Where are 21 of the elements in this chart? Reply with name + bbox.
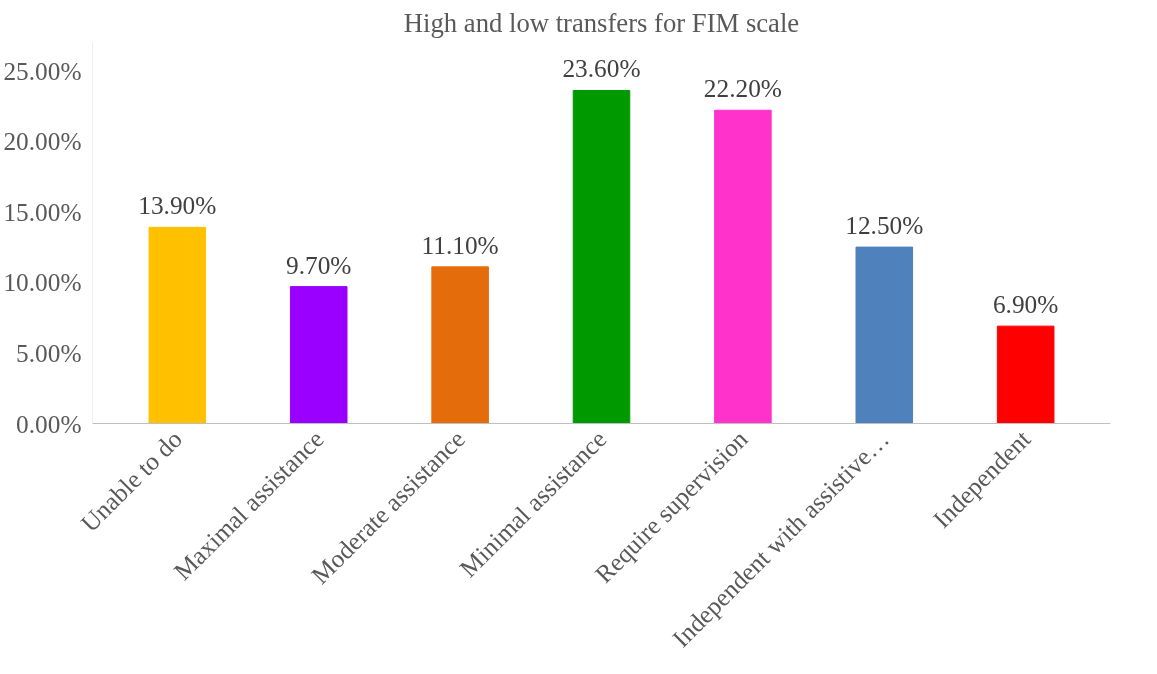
bar xyxy=(714,109,772,424)
y-tick-label: 20.00% xyxy=(3,127,82,156)
bar xyxy=(289,286,348,424)
y-tick-label: 10.00% xyxy=(3,268,82,297)
data-label: 12.50% xyxy=(845,211,924,240)
bar xyxy=(996,325,1055,424)
data-label: 6.90% xyxy=(992,290,1059,319)
y-tick-label: 15.00% xyxy=(3,197,82,226)
y-tick-label: 0.00% xyxy=(16,409,82,438)
bar xyxy=(148,226,207,424)
y-tick-label: 25.00% xyxy=(3,56,82,85)
y-tick-label: 5.00% xyxy=(16,338,82,367)
data-label: 9.70% xyxy=(286,250,352,279)
chart-title: High and low transfers for FIM scale xyxy=(403,7,800,38)
data-label: 23.60% xyxy=(562,54,641,83)
data-label: 13.90% xyxy=(138,191,217,220)
bar xyxy=(855,246,914,424)
bar xyxy=(431,266,489,424)
bar xyxy=(572,89,631,424)
data-label: 11.10% xyxy=(421,230,499,259)
data-label: 22.20% xyxy=(703,74,782,103)
